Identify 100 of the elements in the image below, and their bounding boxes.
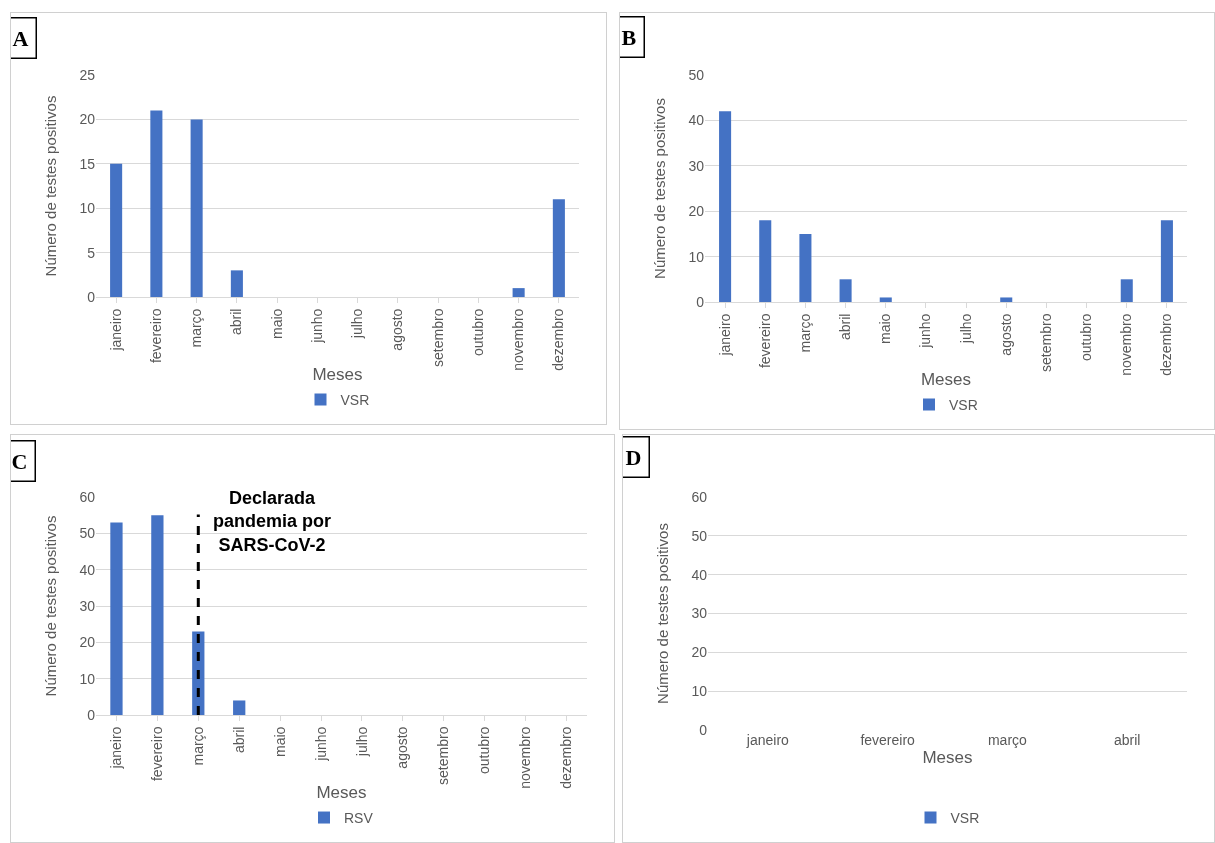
y-tick-label: 0 [696, 293, 705, 310]
legend-label: VSR [949, 396, 978, 413]
y-tick-label: 20 [688, 203, 705, 220]
y-tick-label: 10 [79, 670, 96, 687]
y-tick-label: 50 [79, 525, 96, 542]
x-tick-label: fevereiro [148, 726, 165, 782]
x-tick-label: junho [308, 308, 325, 344]
bar [110, 522, 123, 715]
x-tick-label: janeiro [716, 313, 733, 357]
x-tick-label: dezembro [558, 726, 575, 789]
y-tick-label: 50 [691, 527, 708, 544]
x-tick-label: julho [957, 313, 974, 345]
y-tick-label: 0 [699, 721, 708, 738]
x-tick-label: abril [1113, 732, 1141, 748]
x-tick-label: abril [228, 308, 245, 336]
y-tick-label: 10 [79, 200, 96, 217]
x-tick-label: março [796, 313, 813, 353]
x-tick-label: janeiro [745, 732, 790, 748]
x-tick-label: abril [837, 313, 854, 341]
x-axis-title: Meses [312, 364, 363, 384]
x-tick-label: setembro [1037, 313, 1054, 372]
x-tick-label: setembro [429, 308, 446, 367]
x-tick-label: janeiro [107, 308, 124, 352]
x-tick-label: fevereiro [147, 308, 164, 364]
bar [230, 270, 243, 297]
x-tick-label: fevereiro [860, 732, 916, 748]
y-tick-label: 5 [87, 244, 96, 261]
x-tick-label: junho [917, 313, 934, 349]
x-tick-label: novembro [1118, 313, 1135, 376]
x-axis-title: Meses [922, 748, 973, 768]
y-tick-label: 40 [691, 566, 708, 583]
chart-title: C [11, 448, 28, 474]
bar [190, 119, 203, 297]
bar [1160, 220, 1173, 302]
y-tick-label: 50 [688, 66, 705, 83]
chart-title: A [12, 25, 29, 51]
bar [879, 297, 892, 302]
y-tick-label: 20 [79, 111, 96, 128]
x-tick-label: maio [268, 308, 285, 339]
x-tick-label: outubro [1078, 313, 1095, 362]
x-tick-label: março [189, 726, 206, 766]
x-tick-label: janeiro [108, 726, 125, 770]
y-axis-title: Número de testes positivos [42, 95, 59, 277]
x-tick-label: julho [353, 726, 370, 758]
bar [1000, 297, 1013, 302]
x-tick-label: agosto [997, 313, 1014, 356]
x-tick-label: agosto [394, 726, 411, 769]
y-tick-label: 15 [79, 155, 96, 172]
y-axis-title: Número de testes positivos [42, 515, 59, 697]
y-tick-label: 30 [691, 605, 708, 622]
bar [233, 700, 246, 715]
x-tick-label: outubro [476, 726, 493, 775]
bar [151, 515, 164, 715]
y-tick-label: 40 [688, 112, 705, 129]
x-tick-label: novembro [510, 308, 527, 371]
x-tick-label: março [188, 308, 205, 348]
y-tick-label: 30 [79, 597, 96, 614]
x-tick-label: abril [230, 726, 247, 754]
y-tick-label: 0 [87, 288, 96, 305]
bar [719, 111, 732, 302]
chart-title: B [621, 24, 637, 50]
y-tick-label: 10 [691, 683, 708, 700]
x-tick-label: maio [877, 313, 894, 344]
y-tick-label: 60 [79, 488, 96, 505]
x-tick-label: março [987, 732, 1028, 748]
x-tick-label: julho [349, 308, 366, 340]
bar [150, 110, 163, 297]
legend-label: RSV [344, 809, 374, 826]
x-axis-title: Meses [316, 782, 367, 802]
bar [1120, 279, 1133, 302]
legend-label: VSR [340, 391, 370, 408]
x-axis-title: Meses [920, 369, 972, 389]
bar [110, 163, 123, 297]
y-tick-label: 10 [688, 248, 705, 265]
x-tick-label: fevereiro [756, 313, 773, 369]
chart-title: D [625, 444, 642, 470]
x-tick-label: dezembro [1158, 313, 1175, 376]
y-axis-title: Número de testes positivos [654, 523, 671, 704]
x-tick-label: outubro [469, 308, 486, 357]
y-axis-title: Número de testes positivos [651, 98, 668, 279]
legend-label: VSR [950, 809, 980, 826]
y-tick-label: 25 [79, 66, 96, 83]
y-tick-label: 20 [79, 634, 96, 651]
x-tick-label: maio [271, 726, 288, 757]
y-tick-label: 0 [87, 706, 96, 723]
y-tick-label: 20 [691, 644, 708, 661]
bar [759, 220, 772, 302]
bar [552, 199, 565, 297]
bar [512, 288, 525, 297]
ref-line-label: Declarada pandemia por SARS-CoV-2 [213, 488, 332, 555]
y-tick-label: 40 [79, 561, 96, 578]
x-tick-label: novembro [517, 726, 534, 789]
x-tick-label: junho [312, 726, 329, 762]
bar [839, 279, 852, 302]
x-tick-label: dezembro [550, 308, 567, 371]
x-tick-label: setembro [435, 726, 452, 785]
x-tick-label: agosto [389, 308, 406, 351]
y-tick-label: 30 [688, 157, 705, 174]
bar [799, 233, 812, 302]
y-tick-label: 60 [691, 488, 708, 505]
